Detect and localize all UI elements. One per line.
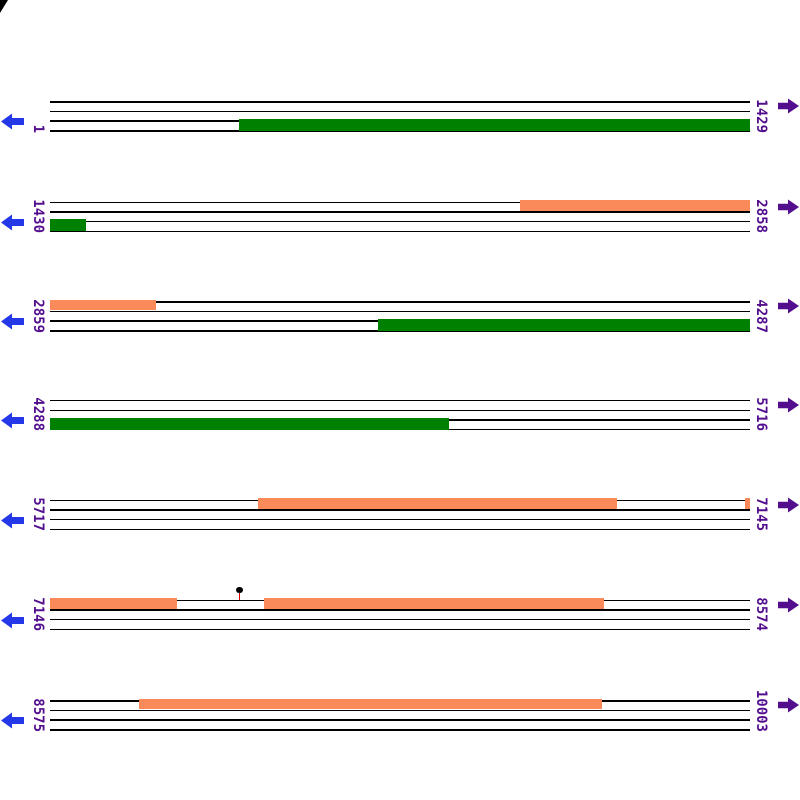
frame-line xyxy=(50,709,750,712)
marker-pin-head-icon xyxy=(236,586,243,594)
right-continuation-arrow-icon xyxy=(778,397,799,417)
frame-line xyxy=(50,220,750,223)
start-coordinate-label: 2859 xyxy=(30,298,46,333)
right-continuation-arrow-icon xyxy=(778,199,799,219)
feature-bar-orange xyxy=(744,498,750,509)
feature-bar-orange xyxy=(139,698,602,709)
end-coordinate-label: 5716 xyxy=(753,397,769,432)
left-continuation-arrow-icon xyxy=(1,113,24,134)
left-continuation-arrow-icon xyxy=(1,712,24,733)
start-coordinate-label: 5717 xyxy=(30,497,46,531)
feature-bar-green xyxy=(238,118,750,131)
frame-line xyxy=(50,201,750,203)
frame-line xyxy=(50,211,750,213)
frame-line xyxy=(50,301,750,303)
feature-bar-green xyxy=(378,318,750,331)
end-coordinate-label: 10003 xyxy=(753,689,769,732)
frame-line xyxy=(50,618,750,621)
end-coordinate-label: 2858 xyxy=(753,199,769,233)
frame-line xyxy=(50,518,750,521)
frame-line xyxy=(50,409,750,411)
start-coordinate-label: 7146 xyxy=(30,597,46,631)
frame-line xyxy=(50,729,750,731)
feature-bar-orange xyxy=(520,200,750,211)
end-coordinate-label: 1429 xyxy=(753,98,769,133)
right-continuation-arrow-icon xyxy=(778,98,799,118)
left-continuation-arrow-icon xyxy=(1,612,24,633)
right-continuation-arrow-icon xyxy=(778,697,799,717)
frame-line xyxy=(50,399,750,402)
start-coordinate-label: 8575 xyxy=(30,697,46,732)
feature-bar-orange xyxy=(50,598,177,609)
start-coordinate-label: 4288 xyxy=(30,397,46,432)
start-coordinate-label: 1 xyxy=(30,124,46,133)
left-continuation-arrow-icon xyxy=(1,412,24,433)
frame-line xyxy=(50,310,750,313)
end-coordinate-label: 8574 xyxy=(753,597,769,631)
frame-line xyxy=(50,528,750,531)
right-continuation-arrow-icon xyxy=(778,497,799,517)
frame-line xyxy=(50,101,750,103)
feature-bar-orange xyxy=(50,299,156,310)
left-continuation-arrow-icon xyxy=(1,313,24,334)
frame-line xyxy=(50,509,750,511)
frame-line xyxy=(50,719,750,721)
frame-line xyxy=(50,110,750,113)
left-continuation-arrow-icon xyxy=(1,512,24,533)
right-continuation-arrow-icon xyxy=(778,597,799,617)
feature-bar-green xyxy=(50,219,86,232)
frame-line xyxy=(50,230,750,233)
corner-artifact-wedge-icon xyxy=(0,0,8,13)
end-coordinate-label: 7145 xyxy=(753,497,769,531)
end-coordinate-label: 4287 xyxy=(753,298,769,333)
frame-line xyxy=(50,628,750,631)
feature-bar-green xyxy=(50,417,449,430)
marker-pin-stem xyxy=(238,591,241,600)
start-coordinate-label: 1430 xyxy=(30,199,46,233)
frame-line xyxy=(50,609,750,611)
feature-bar-orange xyxy=(258,498,617,509)
right-continuation-arrow-icon xyxy=(778,298,799,318)
left-continuation-arrow-icon xyxy=(1,214,24,235)
feature-bar-orange xyxy=(264,598,604,609)
